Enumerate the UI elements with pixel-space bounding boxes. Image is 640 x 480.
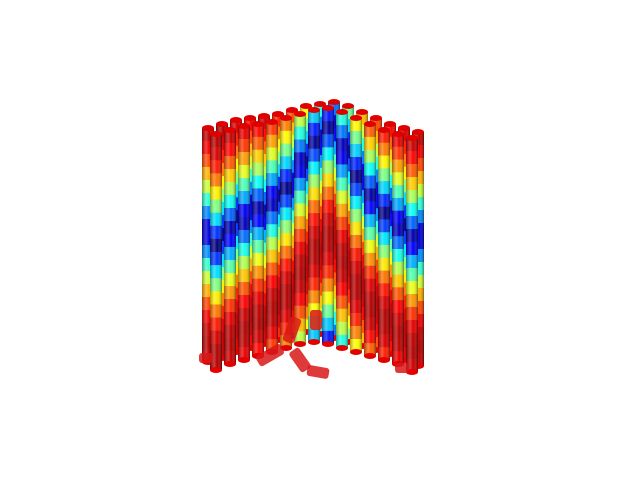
tube (392, 131, 404, 367)
tube-top-cap (300, 103, 312, 109)
tube-top-cap (384, 121, 396, 127)
tube-bottom-cap (378, 357, 390, 363)
tube-bottom-cap (322, 341, 334, 347)
tube-top-cap (244, 115, 256, 121)
tube (238, 123, 250, 363)
loose-tube-fragments (199, 310, 409, 379)
tube-shading (238, 126, 250, 360)
tube-top-cap (350, 115, 362, 121)
tube-top-cap (364, 121, 376, 127)
tube-top-cap (412, 129, 424, 135)
tube-shading (210, 134, 222, 370)
tube (308, 107, 320, 345)
tube-bottom-cap (308, 339, 320, 345)
tube-bottom-cap (336, 345, 348, 351)
tube-top-cap (252, 121, 264, 127)
tube-fragment (282, 316, 302, 344)
tube-bottom-cap (210, 367, 222, 373)
tube-fragment (310, 310, 322, 330)
tube (266, 119, 278, 355)
tube-shading (294, 114, 306, 344)
tube (378, 127, 390, 363)
tube-top-cap (398, 125, 410, 131)
tube-shading (280, 118, 292, 348)
tube (350, 115, 362, 355)
tube-top-cap (230, 117, 242, 123)
tube-top-cap (202, 125, 214, 131)
tube-fragment (395, 363, 409, 373)
tube-fragment (255, 343, 285, 367)
tube (280, 115, 292, 351)
tube-bottom-cap (224, 361, 236, 367)
tube-shading (224, 130, 236, 364)
tube-top-cap (238, 123, 250, 129)
tube-fragment (306, 365, 330, 379)
tube-bottom-cap (294, 341, 306, 347)
tube-top-cap (216, 121, 228, 127)
tube-shading (364, 124, 376, 356)
tube-shading (336, 112, 348, 348)
tube-bottom-cap (238, 357, 250, 363)
tube-bottom-cap (350, 349, 362, 355)
tube-fragment (199, 353, 213, 363)
tube-top-cap (378, 127, 390, 133)
tube-shading (350, 118, 362, 352)
tube-shading (308, 110, 320, 342)
tube-top-cap (356, 109, 368, 115)
tube-bottom-cap (280, 345, 292, 351)
tube (224, 127, 236, 367)
tube (406, 135, 418, 375)
tube (364, 121, 376, 359)
tube-top-cap (322, 105, 334, 111)
tube-fragment (289, 347, 311, 373)
tube-top-cap (272, 111, 284, 117)
tube-top-cap (266, 119, 278, 125)
tube-top-cap (336, 109, 348, 115)
tube-shading (392, 134, 404, 364)
tube-top-cap (308, 107, 320, 113)
tube (294, 111, 306, 347)
tube-top-cap (370, 115, 382, 121)
tube (336, 109, 348, 351)
tube-bottom-cap (364, 353, 376, 359)
tube (322, 105, 334, 347)
tube-shading (406, 138, 418, 372)
tube-top-cap (342, 103, 354, 109)
tube-top-cap (258, 113, 270, 119)
tube-top-cap (328, 99, 340, 105)
tube-top-cap (286, 107, 298, 113)
tube-top-cap (314, 101, 326, 107)
tube-bottom-cap (406, 369, 418, 375)
tube-shading (322, 108, 334, 344)
tube-shading (378, 130, 390, 360)
tube (252, 121, 264, 359)
tube-top-cap (224, 127, 236, 133)
tube-top-cap (406, 135, 418, 141)
tube-top-cap (294, 111, 306, 117)
tube-top-cap (392, 131, 404, 137)
tube-group (202, 99, 424, 375)
tube-top-cap (210, 131, 222, 137)
tube-top-cap (280, 115, 292, 121)
tube-shading (266, 122, 278, 352)
tube (210, 131, 222, 373)
tube-shading (252, 124, 264, 356)
